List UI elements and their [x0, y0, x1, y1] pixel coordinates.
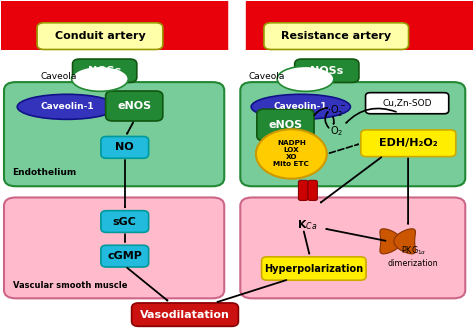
FancyBboxPatch shape: [257, 109, 314, 141]
FancyBboxPatch shape: [240, 198, 465, 298]
Text: Caveola: Caveola: [249, 72, 285, 81]
Polygon shape: [0, 1, 228, 86]
Text: cGMP: cGMP: [107, 251, 142, 261]
Circle shape: [256, 129, 327, 179]
FancyBboxPatch shape: [308, 180, 318, 201]
FancyBboxPatch shape: [73, 59, 137, 82]
Text: Conduit artery: Conduit artery: [55, 31, 146, 41]
Text: Endothelium: Endothelium: [12, 168, 77, 177]
FancyBboxPatch shape: [132, 303, 238, 326]
FancyBboxPatch shape: [106, 91, 163, 121]
FancyBboxPatch shape: [101, 136, 149, 158]
Text: NO: NO: [116, 142, 134, 152]
FancyBboxPatch shape: [37, 23, 163, 49]
Text: Hyperpolarization: Hyperpolarization: [264, 263, 364, 273]
FancyBboxPatch shape: [295, 59, 359, 82]
Text: O$_2$: O$_2$: [329, 125, 343, 138]
Ellipse shape: [277, 66, 334, 91]
Text: EDH/H₂O₂: EDH/H₂O₂: [379, 138, 438, 148]
Text: NOSs: NOSs: [310, 66, 344, 76]
Ellipse shape: [17, 94, 117, 119]
Polygon shape: [246, 1, 474, 60]
Text: Resistance artery: Resistance artery: [281, 31, 392, 41]
Text: sGC: sGC: [113, 216, 137, 226]
FancyBboxPatch shape: [0, 50, 474, 330]
Text: Vasodilatation: Vasodilatation: [140, 309, 230, 320]
Text: NOSs: NOSs: [88, 66, 121, 76]
FancyBboxPatch shape: [4, 198, 224, 298]
Ellipse shape: [251, 94, 350, 119]
Text: eNOS: eNOS: [268, 120, 302, 130]
FancyBboxPatch shape: [101, 211, 149, 232]
FancyBboxPatch shape: [361, 130, 456, 157]
FancyBboxPatch shape: [101, 245, 149, 267]
Text: Vascular smooth muscle: Vascular smooth muscle: [12, 281, 127, 290]
Text: K$_{Ca}$: K$_{Ca}$: [297, 218, 317, 232]
FancyBboxPatch shape: [299, 180, 308, 201]
Text: Caveola: Caveola: [41, 72, 77, 81]
Polygon shape: [380, 229, 401, 254]
FancyBboxPatch shape: [262, 257, 366, 280]
FancyBboxPatch shape: [264, 23, 409, 49]
FancyBboxPatch shape: [240, 82, 465, 186]
Polygon shape: [394, 229, 415, 254]
Text: $\cdot$O$_2^-$: $\cdot$O$_2^-$: [327, 103, 346, 118]
Ellipse shape: [72, 66, 128, 91]
Text: Caveolin-1: Caveolin-1: [40, 102, 94, 111]
Text: Cu,Zn-SOD: Cu,Zn-SOD: [383, 99, 432, 108]
Text: PKG$_{1\alpha}$
dimerization: PKG$_{1\alpha}$ dimerization: [388, 245, 438, 267]
Text: Caveolin-1: Caveolin-1: [274, 102, 328, 111]
FancyBboxPatch shape: [4, 82, 224, 186]
FancyBboxPatch shape: [365, 93, 449, 114]
Text: eNOS: eNOS: [117, 101, 151, 111]
Text: NADPH
LOX
XO
Mito ETC: NADPH LOX XO Mito ETC: [273, 140, 310, 167]
